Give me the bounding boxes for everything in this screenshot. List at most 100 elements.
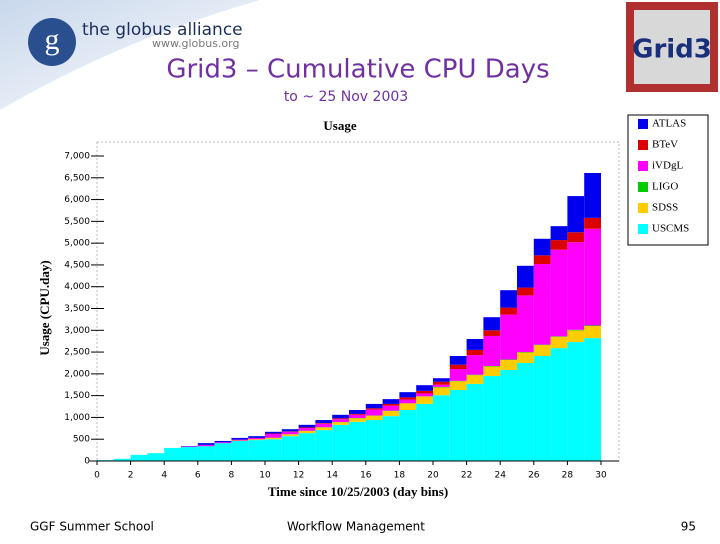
bar-segment xyxy=(433,395,450,461)
bar-segment xyxy=(399,397,416,399)
bar-segment xyxy=(399,403,416,410)
bar-segment xyxy=(534,345,551,356)
y-tick-label: 1,500 xyxy=(64,391,90,401)
bar-segment xyxy=(315,423,332,424)
x-tick-label: 6 xyxy=(195,471,201,481)
y-tick-label: 2,000 xyxy=(64,369,90,379)
bar-segment xyxy=(483,376,500,461)
y-tick-label: 3,500 xyxy=(64,304,90,314)
y-tick-label: 4,500 xyxy=(64,260,90,270)
bar-segment xyxy=(517,295,534,352)
bar-segment xyxy=(383,416,400,461)
bar-segment xyxy=(248,436,265,438)
bar-segment xyxy=(332,422,349,425)
bar-segment xyxy=(467,355,484,375)
page-number: 95 xyxy=(681,520,696,534)
bar-segment xyxy=(450,369,467,381)
bar-segment xyxy=(500,315,517,360)
bar-segment xyxy=(366,416,383,420)
y-tick-label: 5,500 xyxy=(64,217,90,227)
legend-swatch xyxy=(638,182,648,192)
bar-segment xyxy=(299,427,316,428)
x-tick-label: 0 xyxy=(94,471,100,481)
bar-segment xyxy=(399,410,416,461)
bar-segment xyxy=(416,404,433,461)
bar-segment xyxy=(517,266,534,288)
slide-title: Grid3 – Cumulative CPU Days xyxy=(166,55,549,85)
bar-segment xyxy=(332,425,349,461)
bar-segment xyxy=(551,348,568,461)
footer-center: Workflow Management xyxy=(287,520,425,534)
x-tick-label: 4 xyxy=(161,471,167,481)
bar-segment xyxy=(383,404,400,406)
bar-segment xyxy=(450,365,467,369)
bar-segment xyxy=(231,440,248,441)
bar-segment xyxy=(450,356,467,365)
slide-subtitle: to ~ 25 Nov 2003 xyxy=(284,89,408,105)
footer-left: GGF Summer School xyxy=(30,520,154,534)
bar-segment xyxy=(315,420,332,423)
bar-segment xyxy=(282,432,299,434)
legend-label: SDSS xyxy=(652,202,678,214)
bar-segment xyxy=(366,420,383,461)
x-tick-label: 14 xyxy=(326,471,338,481)
bar-segment xyxy=(332,419,349,422)
bar-segment xyxy=(567,232,584,242)
y-tick-label: 5,000 xyxy=(64,239,90,249)
bar-segment xyxy=(198,445,215,446)
bar-segment xyxy=(332,418,349,419)
bar-segment xyxy=(265,439,282,461)
legend-swatch xyxy=(638,119,648,129)
legend-swatch xyxy=(638,140,648,150)
bar-segment xyxy=(282,434,299,436)
bar-segment xyxy=(366,404,383,408)
legend-swatch xyxy=(638,161,648,171)
bar-segment xyxy=(181,447,198,461)
legend-label: LIGO xyxy=(652,181,678,193)
bar-segment xyxy=(483,330,500,336)
bar-segment xyxy=(416,397,433,404)
legend-label: USCMS xyxy=(652,223,689,235)
bar-segment xyxy=(584,218,601,229)
bar-segment xyxy=(265,432,282,434)
bar-segment xyxy=(517,363,534,461)
legend-label: BTeV xyxy=(652,139,678,151)
bar-segment xyxy=(265,438,282,439)
bar-segment xyxy=(349,410,366,414)
bar-segment xyxy=(567,330,584,342)
bar-segment xyxy=(500,290,517,307)
grid3-logo-text: Grid3 xyxy=(632,35,712,65)
bar-segment xyxy=(467,339,484,350)
bar-segment xyxy=(567,196,584,232)
bar-segment xyxy=(500,308,517,315)
bar-segment xyxy=(567,242,584,330)
bar-segment xyxy=(433,385,450,387)
bar-segment xyxy=(282,429,299,431)
x-tick-label: 30 xyxy=(595,471,607,481)
bar-segment xyxy=(483,336,500,366)
bar-segment xyxy=(383,411,400,416)
x-tick-label: 18 xyxy=(394,471,406,481)
bar-segment xyxy=(433,387,450,395)
bar-segment xyxy=(215,443,232,461)
bar-segment xyxy=(315,430,332,461)
bar-segment xyxy=(483,317,500,330)
bar-segment xyxy=(383,406,400,411)
legend-label: ATLAS xyxy=(652,118,686,130)
bar-segment xyxy=(500,360,517,370)
bar-segment xyxy=(416,393,433,396)
legend-swatch xyxy=(638,224,648,234)
bar-segment xyxy=(551,240,568,250)
bar-segment xyxy=(450,381,467,390)
x-tick-label: 10 xyxy=(259,471,271,481)
bar-segment xyxy=(450,390,467,461)
bar-segment xyxy=(231,438,248,440)
chart-title: Usage xyxy=(323,118,356,133)
x-tick-label: 28 xyxy=(562,471,574,481)
bar-segment xyxy=(433,382,450,385)
x-tick-label: 26 xyxy=(528,471,540,481)
bar-segment xyxy=(467,350,484,355)
bar-segment xyxy=(315,424,332,427)
bar-segment xyxy=(584,173,601,218)
